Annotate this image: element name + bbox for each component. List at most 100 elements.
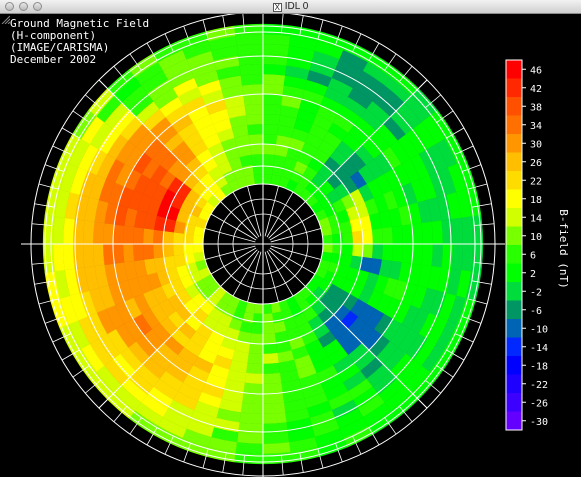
rim-tick (61, 349, 80, 361)
colorbar-tick-label: -2 (530, 287, 542, 298)
heatmap-cell (62, 217, 75, 245)
axis-diagonal (98, 79, 221, 202)
rim-tick (368, 42, 380, 61)
plot-title-line-4: December 2002 (10, 53, 97, 66)
grid-spoke (269, 213, 316, 241)
colorbar-swatch (506, 226, 522, 245)
minimize-window-button[interactable] (19, 2, 28, 11)
grid-spoke (204, 228, 256, 243)
heatmap-cell (262, 103, 282, 116)
zoom-window-button[interactable] (33, 2, 42, 11)
grid-spoke (266, 191, 294, 238)
rim-tick (242, 455, 245, 476)
heatmap-cell (239, 412, 264, 425)
heatmap-cell (262, 73, 286, 86)
rim-tick (222, 452, 227, 473)
heatmap-cell (262, 113, 281, 126)
heatmap-cell (262, 372, 282, 385)
grid-spoke (269, 247, 316, 275)
colorbar-tick-label: 2 (530, 269, 536, 280)
rim-tick (425, 379, 441, 394)
heatmap-cell (172, 243, 184, 256)
heatmap-cell (236, 432, 264, 445)
rim-tick (164, 33, 174, 53)
rim-tick (31, 223, 52, 226)
plot-title-line-3: (IMAGE/CARISMA) (10, 41, 110, 54)
rim-tick (72, 365, 90, 378)
rim-tick (335, 443, 343, 463)
colorbar-frame (505, 59, 523, 431)
colorbar-label: B-field (nT) (557, 209, 570, 288)
grid-spoke (270, 228, 322, 243)
heatmap-cell (262, 362, 281, 375)
colorbar-swatch (506, 134, 522, 153)
grid-spoke (264, 251, 279, 303)
rim-tick (436, 110, 454, 123)
rim-tick (52, 333, 72, 343)
heatmap-cell (421, 221, 434, 245)
rim-tick (202, 19, 209, 40)
heatmap-cell (381, 243, 394, 262)
rim-tick (113, 66, 128, 82)
colorbar-tick-label: -26 (530, 398, 548, 409)
heatmap-cell (82, 220, 95, 245)
window-title: X IDL 0 (0, 0, 581, 14)
rim-tick (317, 448, 324, 469)
rim-tick (44, 316, 64, 324)
rim-tick (425, 94, 441, 109)
colorbar-swatch (506, 263, 522, 282)
rim-tick (85, 379, 101, 394)
heatmap-cell (82, 243, 95, 268)
grid-spoke (247, 185, 262, 237)
heatmap-cell (262, 342, 278, 355)
heatmap-cell (342, 243, 354, 256)
rim-tick (474, 262, 495, 265)
heatmap-cell (152, 243, 165, 259)
heatmap-cell (262, 382, 283, 395)
heatmap-cell (262, 303, 273, 315)
grid-spoke (270, 245, 322, 260)
rim-tick (467, 298, 488, 305)
colorbar-tick-label: 34 (530, 121, 542, 132)
heatmap-cell (236, 43, 264, 56)
rim-tick (52, 145, 72, 155)
rim-tick (398, 66, 413, 82)
heatmap-cell (162, 230, 174, 245)
heatmap-cell (262, 323, 275, 335)
axis-diagonal (305, 79, 428, 202)
close-window-button[interactable] (5, 2, 14, 11)
colorbar-swatch (506, 319, 522, 338)
heatmap-cell (262, 333, 277, 345)
plot-title-line-1: Ground Magnetic Field (10, 17, 150, 30)
rim-tick (299, 452, 304, 473)
heatmap-cell (262, 173, 273, 185)
heatmap-cell (371, 243, 384, 260)
colorbar-tick-label: -10 (530, 324, 548, 335)
rim-tick (352, 435, 362, 455)
heatmap-cell (251, 323, 264, 335)
heatmap-cell (262, 43, 290, 56)
resize-grip-icon[interactable] (0, 14, 10, 24)
heatmap-cell (253, 173, 264, 185)
grid-spoke (210, 247, 257, 275)
heatmap-cell (401, 243, 414, 264)
window-titlebar[interactable]: X IDL 0 (0, 0, 581, 14)
colorbar-tick-label: 18 (530, 195, 542, 206)
heatmap-cell (421, 243, 434, 267)
rim-tick (454, 333, 474, 343)
colorbar-tick-label: 42 (530, 84, 542, 95)
rim-tick (146, 42, 158, 61)
rim-tick (281, 455, 284, 476)
heatmap-cell (52, 243, 65, 272)
heatmap-cell (352, 230, 364, 245)
heatmap-cell (262, 63, 287, 76)
heatmap-cell (431, 243, 444, 268)
grid-spoke (268, 249, 306, 287)
colorbar-tick-label: -30 (530, 417, 548, 428)
grid-spoke (268, 201, 306, 239)
heatmap-cell (262, 352, 279, 365)
polar-heatmap: 46 42 38 34 30 26 22 18 14 10 6 2 -2 -6 -10 -14 -18 -22 -2… (21, 14, 570, 477)
heatmap-cell (245, 113, 264, 126)
rim-tick (471, 203, 492, 208)
colorbar-swatch (506, 282, 522, 301)
